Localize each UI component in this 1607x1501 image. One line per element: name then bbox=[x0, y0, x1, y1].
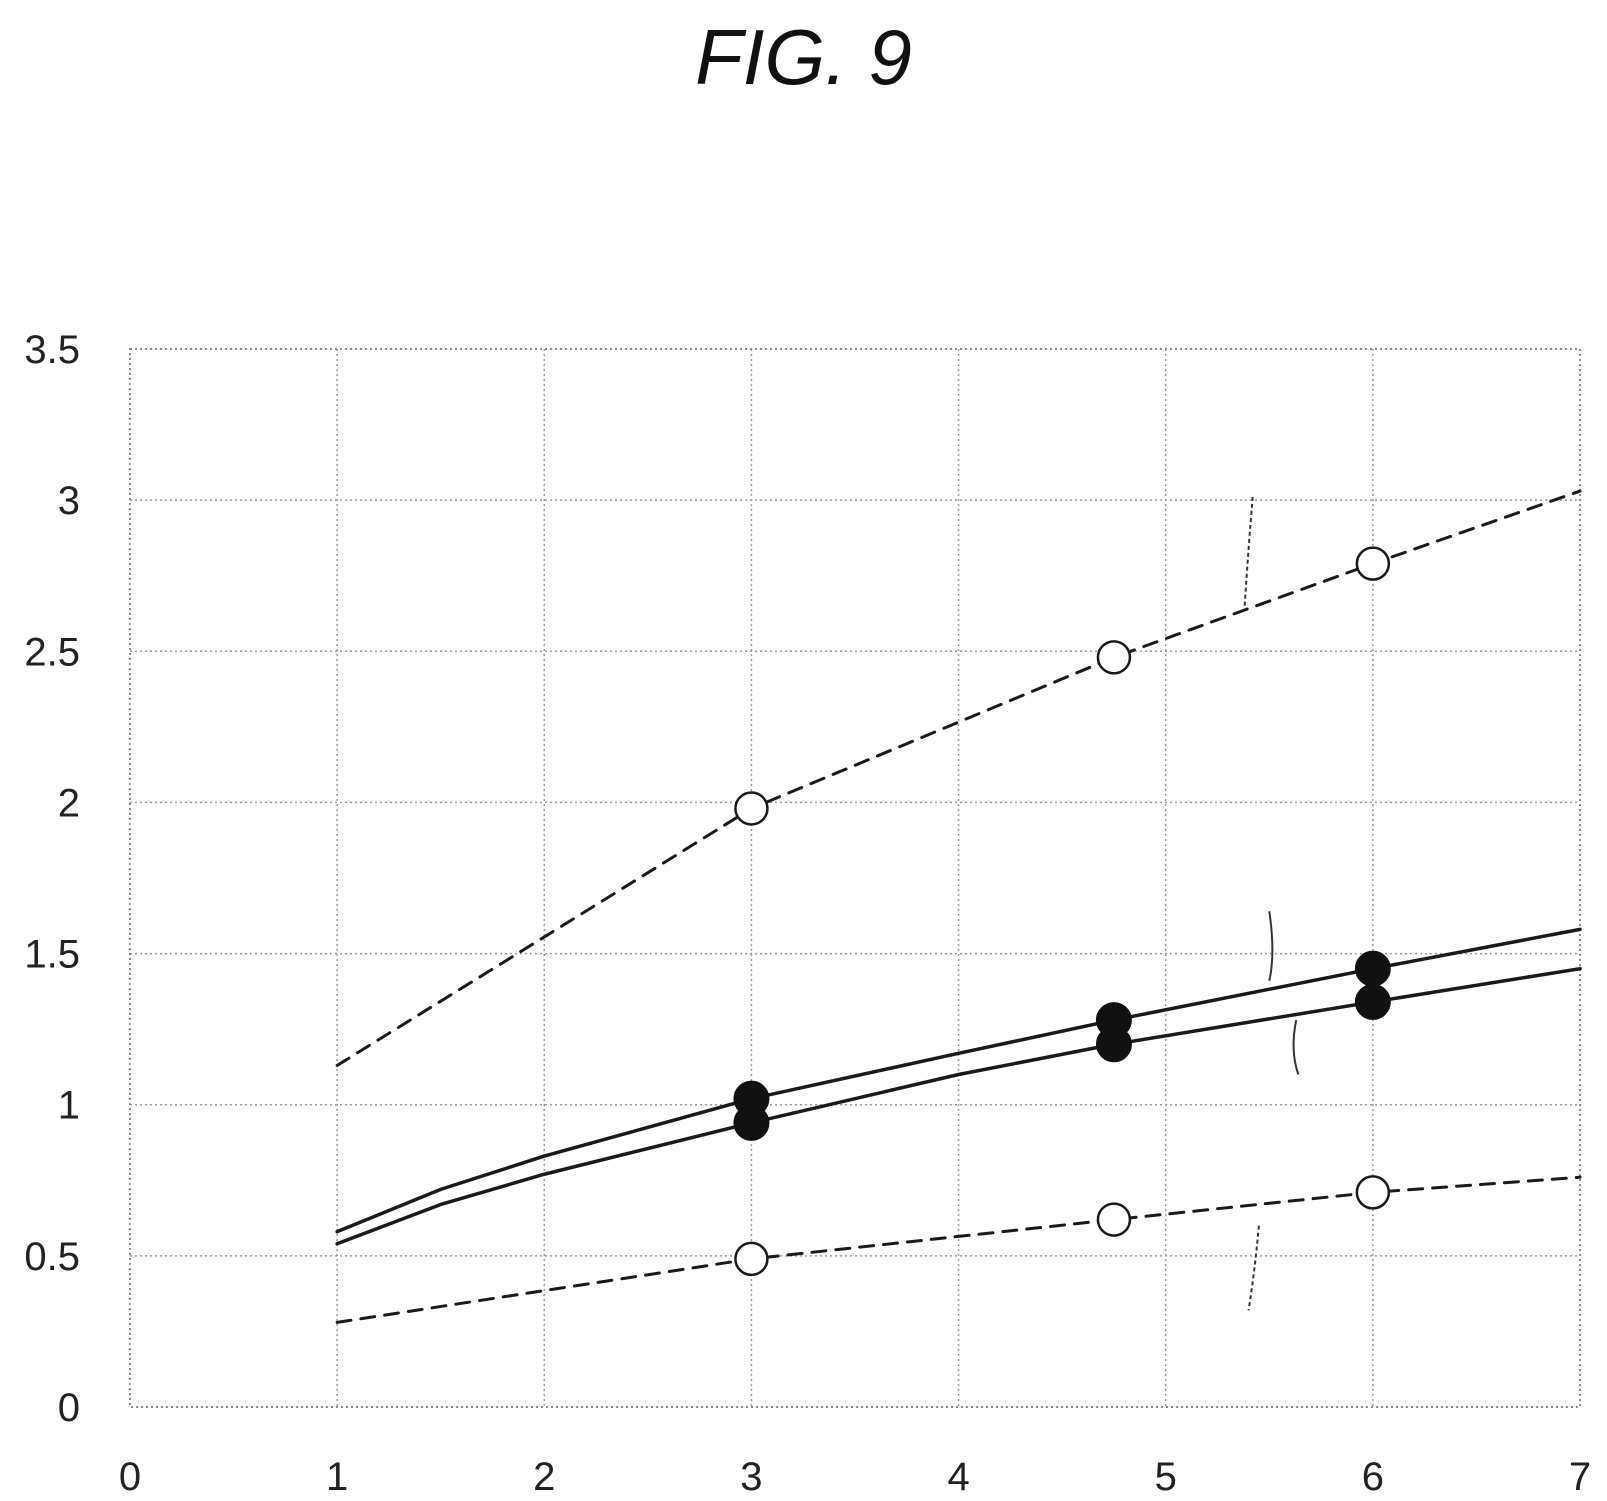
x-axis: 0 1 2 3 4 5 6 7 bbox=[119, 1455, 1591, 1499]
x-tick-label: 5 bbox=[1155, 1455, 1177, 1499]
x-tick-label: 6 bbox=[1362, 1455, 1384, 1499]
leader-lines bbox=[1243, 497, 1300, 1311]
dashed-series-line bbox=[335, 489, 1582, 1067]
leader-line bbox=[1268, 911, 1274, 981]
x-tick-label: 3 bbox=[740, 1455, 762, 1499]
series-group bbox=[335, 489, 1582, 1324]
filled-circle-marker bbox=[1354, 983, 1391, 1020]
figure-title: FIG. 9 bbox=[695, 13, 912, 101]
solid-series-line bbox=[335, 927, 1582, 1234]
x-tick-label: 7 bbox=[1569, 1455, 1591, 1499]
x-tick-label: 1 bbox=[326, 1455, 348, 1499]
open-circle-marker bbox=[1355, 546, 1391, 581]
y-tick-label: 2.5 bbox=[24, 630, 80, 674]
leader-line bbox=[1292, 1019, 1300, 1075]
open-circle-marker bbox=[734, 1241, 769, 1277]
x-tick-label: 4 bbox=[947, 1455, 969, 1499]
y-tick-label: 2 bbox=[58, 781, 80, 825]
open-circle-marker bbox=[734, 791, 769, 826]
filled-circle-marker bbox=[1354, 950, 1391, 987]
y-tick-label: 1 bbox=[58, 1084, 80, 1128]
x-tick-label: 2 bbox=[533, 1455, 555, 1499]
y-tick-label: 1.5 bbox=[24, 933, 80, 977]
solid-series-line bbox=[335, 966, 1582, 1246]
x-tick-label: 0 bbox=[119, 1455, 141, 1499]
grid bbox=[130, 349, 1580, 1407]
leader-line bbox=[1247, 1225, 1260, 1311]
leader-line bbox=[1243, 497, 1254, 610]
open-circle-marker bbox=[1355, 1175, 1391, 1210]
filled-circle-marker bbox=[1095, 1026, 1132, 1063]
y-axis: 0 0.5 1 1.5 2 2.5 3 3.5 bbox=[24, 328, 80, 1430]
dashed-series-line bbox=[335, 1175, 1582, 1324]
y-tick-label: 0 bbox=[58, 1386, 80, 1430]
open-circle-marker bbox=[1096, 1202, 1132, 1237]
plot-frame bbox=[129, 348, 1581, 1408]
plot-border bbox=[129, 348, 1581, 1408]
y-tick-label: 0.5 bbox=[24, 1235, 80, 1279]
open-circle-marker bbox=[1096, 640, 1132, 675]
filled-circle-marker bbox=[733, 1104, 770, 1141]
y-tick-label: 3.5 bbox=[24, 328, 80, 372]
y-tick-label: 3 bbox=[58, 479, 80, 523]
